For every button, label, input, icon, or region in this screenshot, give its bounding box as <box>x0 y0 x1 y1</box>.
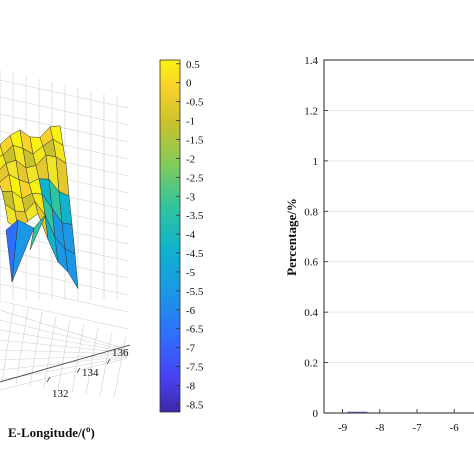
colorbar-tick-label: -2.5 <box>186 172 204 184</box>
grid-line <box>0 329 129 353</box>
surface-x-axis-line <box>0 344 131 383</box>
bar-series <box>347 411 368 413</box>
grid-line <box>85 327 99 395</box>
colorbar-gradient <box>159 59 181 413</box>
grid-line <box>0 355 129 371</box>
colorbar-tick-label: -5 <box>186 267 196 279</box>
bar-y-tick-label: 1.2 <box>304 105 318 117</box>
colorbar-tick-label: 0.5 <box>186 59 200 71</box>
colorbar-tick-label: -1 <box>186 116 195 128</box>
bar-y-axis-label: Percentage/% <box>284 198 299 276</box>
colorbar-tick-label: -1.5 <box>186 134 204 146</box>
grid-line <box>43 315 57 389</box>
grid-line <box>0 319 129 352</box>
grid-line <box>15 307 29 385</box>
surface-facet <box>29 213 47 251</box>
surface-panel: 132 134 136 E-Longitude/(o) <box>0 70 131 440</box>
colorbar-tick-label: -8 <box>186 381 196 393</box>
grid-line <box>0 79 129 109</box>
grid-line <box>0 266 129 296</box>
grid-line <box>29 311 43 387</box>
bar-y-tick-label: 1 <box>313 156 319 168</box>
grid-line <box>0 309 129 351</box>
bar-x-tick-label: -6 <box>450 422 460 434</box>
colorbar: 0.5 0 -0.5 -1 -1.5 -2 -2.5 -3 -3.5 -4 -4.5 -5 -5.5 -6… <box>159 59 204 413</box>
grid-line <box>0 357 129 391</box>
grid-line <box>113 335 127 399</box>
surface-x-tick-mark <box>106 358 111 365</box>
colorbar-tick-label: -3 <box>186 191 196 203</box>
bar-x-tick-label: -7 <box>412 422 422 434</box>
colorbar-tick-label: -7 <box>186 343 196 355</box>
bar-panel: 0 0.2 0.4 0.6 0.8 1 1.2 1.4 -9 -8 -7 -6 Percentage… <box>284 55 474 434</box>
surface-x-tick-label: 132 <box>52 388 69 400</box>
surface-facet <box>64 248 79 289</box>
colorbar-ticks: 0.5 0 -0.5 -1 -1.5 -2 -2.5 -3 -3.5 -4 -4.5 -5 -5.5 -6… <box>176 59 204 411</box>
surface-x-tick-label: 134 <box>82 367 99 379</box>
colorbar-tick-label: -4 <box>186 229 196 241</box>
colorbar-tick-label: -0.5 <box>186 97 204 109</box>
bar-x-tick-label: -9 <box>338 422 348 434</box>
surface-x-tick-label: 136 <box>112 347 129 359</box>
bar-plot-area <box>323 59 474 414</box>
colorbar-tick-label: 0 <box>186 78 192 90</box>
grid-line <box>99 331 113 397</box>
bar-y-tick-label: 1.4 <box>304 55 318 67</box>
grid-line <box>0 283 129 313</box>
surface-facet <box>11 219 35 283</box>
colorbar-tick-label: -2 <box>186 153 195 165</box>
grid-line <box>0 339 129 354</box>
colorbar-tick-label: -6.5 <box>186 324 204 336</box>
colorbar-tick-label: -3.5 <box>186 210 204 222</box>
colorbar-tick-label: -7.5 <box>186 362 204 374</box>
surface-mesh <box>0 125 79 289</box>
surface-x-ticks: 132 134 136 <box>52 347 129 400</box>
bar-x-tick-label: -8 <box>375 422 385 434</box>
bar-y-tick-label: 0.2 <box>304 358 318 370</box>
grid-line <box>0 354 129 361</box>
bar-y-tick-label: 0.6 <box>304 257 318 269</box>
bar-y-ticks: 0 0.2 0.4 0.6 0.8 1 1.2 1.4 <box>304 55 328 420</box>
colorbar-tick-label: -4.5 <box>186 248 204 260</box>
grid-line <box>71 323 85 393</box>
bar-y-tick-label: 0.8 <box>304 206 318 218</box>
grid-line <box>0 113 129 143</box>
grid-line <box>0 96 129 126</box>
bar <box>347 411 368 413</box>
bar-x-ticks: -9 -8 -7 -6 <box>338 409 459 434</box>
grid-line <box>57 319 71 391</box>
surface-x-tick-mark <box>76 367 81 374</box>
bar-gridlines <box>324 110 474 363</box>
bar-y-tick-label: 0.4 <box>304 307 318 319</box>
surface-x-axis-label: E-Longitude/(o) <box>8 424 95 440</box>
grid-line <box>1 303 15 383</box>
colorbar-tick-label: -5.5 <box>186 286 204 298</box>
grid-line <box>0 300 129 330</box>
colorbar-tick-label: -6 <box>186 305 196 317</box>
colorbar-tick-label: -8.5 <box>186 399 204 411</box>
bar-y-tick-label: 0 <box>313 408 319 420</box>
surface-x-tick-mark <box>46 376 51 383</box>
